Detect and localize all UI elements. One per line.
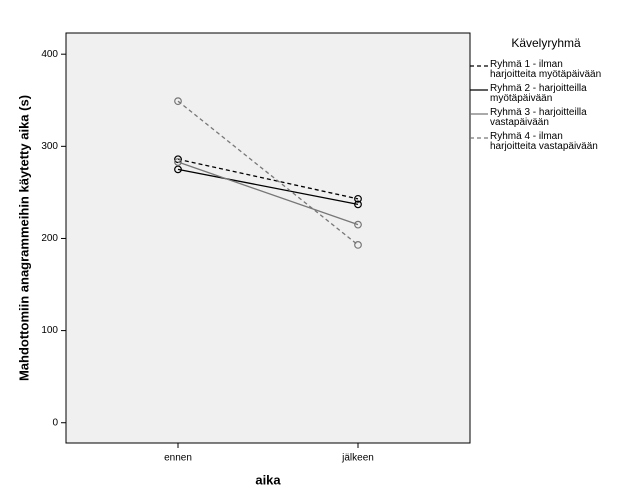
legend-label: Ryhmä 3 - harjoitteilla vastapäivään	[490, 107, 587, 128]
legend-label: Ryhmä 1 - ilman harjoitteita myötäpäivää…	[490, 59, 602, 80]
x-tick-label: ennen	[164, 453, 192, 464]
y-tick-label: 100	[41, 325, 58, 336]
point	[354, 200, 362, 209]
legend-item: Ryhmä 3 - harjoitteilla vastapäivään	[470, 107, 629, 132]
legend-swatch	[470, 65, 488, 67]
legend-item: Ryhmä 1 - ilman harjoitteita myötäpäivää…	[470, 59, 629, 84]
legend-swatch	[470, 137, 488, 139]
legend: Kävelyryhmä Ryhmä 1 - ilman harjoitteita…	[470, 36, 629, 156]
legend-swatch	[470, 113, 488, 115]
y-tick-label: 200	[41, 233, 58, 244]
legend-title: Kävelyryhmä	[511, 36, 581, 50]
point	[174, 97, 182, 106]
series-line	[177, 158, 359, 200]
legend-item: Ryhmä 4 - ilman harjoitteita vastapäivää…	[470, 131, 629, 156]
point	[354, 241, 362, 249]
plot-area	[65, 32, 471, 444]
point	[174, 165, 182, 174]
series-line	[177, 168, 359, 206]
legend-label: Ryhmä 4 - ilman harjoitteita vastapäivää…	[490, 131, 598, 152]
y-tick-label: 400	[41, 49, 58, 60]
x-tick-label: jälkeen	[341, 453, 374, 464]
point	[354, 194, 362, 203]
y-tick-label: 0	[52, 417, 58, 428]
y-axis-label: Mahdottomiin anagrammeihin käytetty aika…	[16, 95, 31, 381]
legend-swatch	[470, 89, 488, 91]
legend-item: Ryhmä 2 - harjoitteilla myötäpäivään	[470, 83, 629, 108]
series-line	[177, 161, 359, 226]
legend-label: Ryhmä 2 - harjoitteilla myötäpäivään	[490, 83, 587, 104]
series-line	[177, 100, 359, 246]
point	[174, 158, 182, 166]
y-tick-label: 300	[41, 141, 58, 152]
x-axis-label: aika	[255, 472, 281, 487]
point	[354, 220, 362, 229]
